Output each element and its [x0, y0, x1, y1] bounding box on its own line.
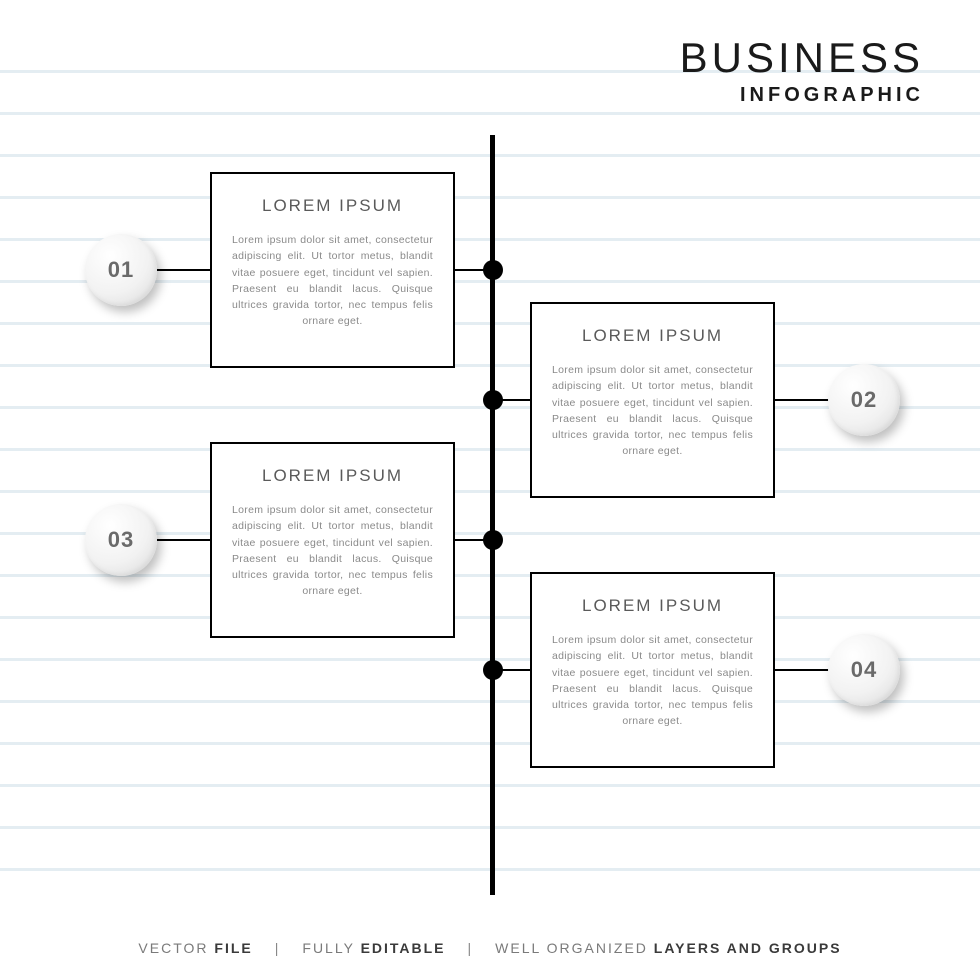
footer-separator: | — [275, 940, 281, 956]
step-number: 02 — [851, 387, 877, 413]
card-title: LOREM IPSUM — [232, 196, 433, 216]
card-body: Lorem ipsum dolor sit amet, consectetur … — [552, 362, 753, 460]
header-subtitle: INFOGRAPHIC — [680, 84, 924, 107]
step-number: 03 — [108, 527, 134, 553]
card-body: Lorem ipsum dolor sit amet, consectetur … — [552, 632, 753, 730]
card-title: LOREM IPSUM — [232, 466, 433, 486]
footer-bold: EDITABLE — [361, 940, 446, 956]
footer-bold: FILE — [214, 940, 252, 956]
card-title: LOREM IPSUM — [552, 596, 753, 616]
connector — [775, 399, 830, 401]
timeline-dot — [483, 660, 503, 680]
step-card: LOREM IPSUM Lorem ipsum dolor sit amet, c… — [210, 172, 455, 368]
step-card: LOREM IPSUM Lorem ipsum dolor sit amet, c… — [530, 572, 775, 768]
step-number: 01 — [108, 257, 134, 283]
header: BUSINESS INFOGRAPHIC — [680, 34, 924, 107]
step-card: LOREM IPSUM Lorem ipsum dolor sit amet, c… — [530, 302, 775, 498]
timeline-dot — [483, 260, 503, 280]
footer-separator: | — [468, 940, 474, 956]
card-body: Lorem ipsum dolor sit amet, consectetur … — [232, 232, 433, 330]
step-badge: 01 — [85, 234, 157, 306]
background-line — [0, 112, 980, 115]
card-title: LOREM IPSUM — [552, 326, 753, 346]
connector — [775, 669, 830, 671]
step-badge: 04 — [828, 634, 900, 706]
step-badge: 03 — [85, 504, 157, 576]
step-badge: 02 — [828, 364, 900, 436]
footer-bold: LAYERS AND GROUPS — [654, 940, 842, 956]
footer: VECTOR FILE | FULLY EDITABLE | WELL ORGANIZE… — [0, 940, 980, 956]
connector — [157, 269, 212, 271]
step-number: 04 — [851, 657, 877, 683]
footer-light: WELL ORGANIZED — [495, 940, 654, 956]
timeline-dot — [483, 530, 503, 550]
connector — [157, 539, 212, 541]
timeline-dot — [483, 390, 503, 410]
card-body: Lorem ipsum dolor sit amet, consectetur … — [232, 502, 433, 600]
footer-light: VECTOR — [138, 940, 214, 956]
step-card: LOREM IPSUM Lorem ipsum dolor sit amet, c… — [210, 442, 455, 638]
footer-light: FULLY — [302, 940, 360, 956]
timeline-axis — [490, 135, 495, 895]
header-title: BUSINESS — [680, 34, 924, 82]
